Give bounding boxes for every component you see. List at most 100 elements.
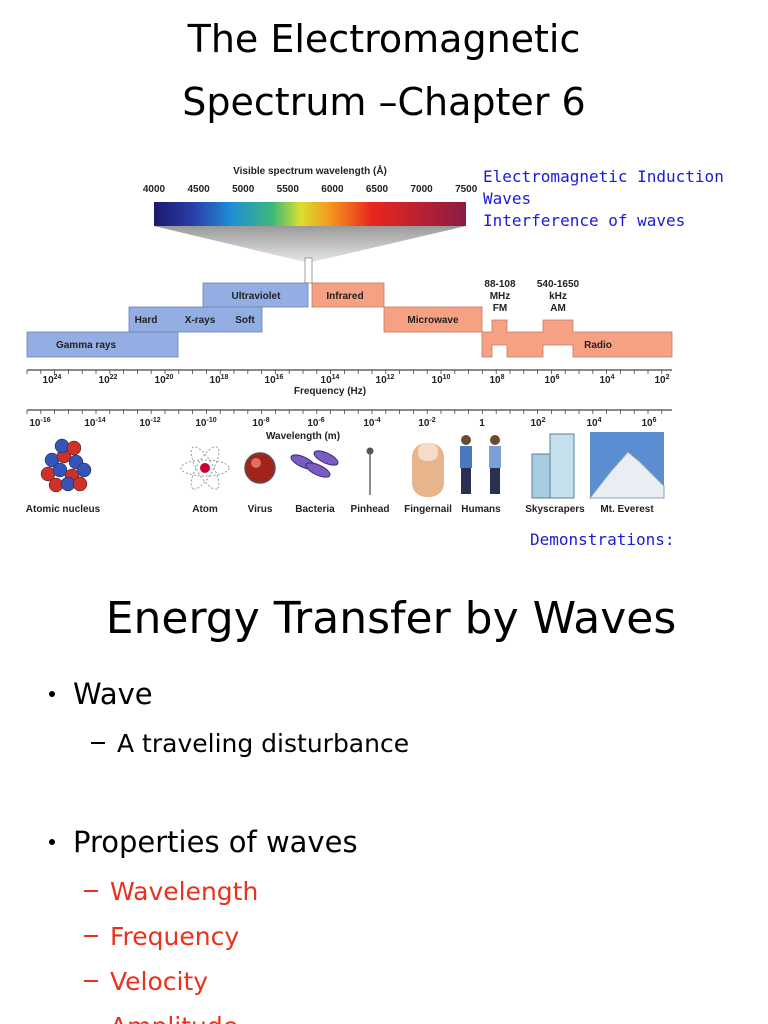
band-label: Gamma rays — [56, 340, 116, 351]
wavelength-tick-label-base: 10 — [363, 418, 375, 429]
frequency-tick-label: 1010 — [432, 374, 451, 386]
frequency-tick-label: 102 — [654, 374, 669, 386]
icon-part — [244, 452, 276, 484]
frequency-tick-label-base: 10 — [99, 375, 111, 386]
demonstrations-link[interactable]: Demonstrations: — [530, 530, 675, 549]
frequency-tick-label-exp: 2 — [666, 374, 670, 381]
icon-part — [72, 476, 88, 492]
frequency-tick-label: 1022 — [99, 374, 118, 386]
fm-label: FM — [493, 303, 507, 314]
bullet — [49, 691, 55, 697]
icon-part — [461, 468, 471, 494]
icon-part — [531, 453, 553, 499]
wavelength-tick-label-exp: 4 — [598, 417, 602, 424]
frequency-tick-label-base: 10 — [43, 375, 55, 386]
icon-part — [461, 435, 471, 445]
icon-part — [418, 443, 438, 461]
sub-bullet-text: Wavelength — [110, 877, 258, 906]
wavelength-tick-label: 10-8 — [252, 417, 269, 429]
frequency-tick-label-base: 10 — [489, 375, 501, 386]
visible-tick-label: 7000 — [410, 184, 433, 195]
spectrum-band — [128, 306, 263, 333]
bullet-text: Wave — [73, 677, 153, 711]
visible-tick-label: 5000 — [232, 184, 255, 195]
wavelength-tick-label: 10-6 — [307, 417, 324, 429]
icon-part — [190, 446, 220, 490]
radio-band — [481, 319, 673, 358]
wavelength-tick-label-base: 10 — [139, 418, 151, 429]
title-line: Spectrum –Chapter 6 — [182, 80, 585, 124]
wavelength-tick-label: 10-12 — [139, 417, 160, 429]
wavelength-tick-label: 106 — [641, 417, 656, 429]
frequency-tick-label-base: 10 — [155, 375, 167, 386]
wavelength-tick-label-exp: -8 — [263, 417, 269, 424]
visible-tick-label: 6500 — [366, 184, 389, 195]
frequency-tick-label: 1018 — [210, 374, 229, 386]
wavelength-tick-label-base: 10 — [641, 418, 653, 429]
wavelength-tick-label: 1 — [479, 418, 485, 429]
am-label: 540-1650 — [537, 279, 580, 290]
frequency-tick-label-exp: 4 — [611, 374, 615, 381]
topic-link[interactable]: Interference of waves — [483, 211, 685, 230]
sub-bullet-text: Frequency — [110, 922, 239, 951]
icon-part — [305, 462, 331, 478]
frequency-tick-label-exp: 22 — [110, 374, 118, 381]
frequency-tick-label: 1012 — [376, 374, 395, 386]
frequency-tick-label: 1020 — [155, 374, 174, 386]
frequency-tick-label: 108 — [489, 374, 504, 386]
icon-part — [200, 463, 210, 473]
band-label: Infrared — [326, 291, 363, 302]
icon-part — [490, 468, 500, 494]
visible-tick-label: 4500 — [187, 184, 210, 195]
frequency-tick-label-exp: 14 — [332, 374, 340, 381]
wavelength-tick-label-exp: -12 — [151, 417, 161, 424]
topic-link[interactable]: Waves — [483, 189, 531, 208]
topic-link[interactable]: Electromagnetic Induction — [483, 167, 724, 186]
visible-tick-label: 4000 — [143, 184, 166, 195]
wavelength-tick-label-exp: -2 — [429, 417, 435, 424]
frequency-tick-label-exp: 12 — [387, 374, 395, 381]
wavelength-tick-label-exp: -10 — [207, 417, 217, 424]
frequency-tick-label-exp: 8 — [501, 374, 505, 381]
frequency-tick-label-base: 10 — [321, 375, 333, 386]
sub-bullet-text: Amplitude — [110, 1012, 238, 1024]
wavelength-tick-label: 104 — [586, 417, 601, 429]
frequency-tick-label-exp: 10 — [443, 374, 451, 381]
icon-part — [460, 446, 472, 468]
icon-part — [490, 435, 500, 445]
object-label: Atom — [192, 504, 218, 515]
object-label: Humans — [461, 504, 501, 515]
icon-part — [190, 446, 220, 490]
wavelength-tick-label-exp: -16 — [41, 417, 51, 424]
band-label: Ultraviolet — [232, 291, 282, 302]
icon-part — [251, 458, 261, 468]
icon-part — [54, 438, 70, 454]
object-label: Fingernail — [404, 504, 452, 515]
wavelength-tick-label: 10-16 — [29, 417, 50, 429]
wavelength-tick-label-base: 10 — [252, 418, 264, 429]
fm-label: MHz — [490, 291, 511, 302]
wavelength-tick-label-exp: 6 — [653, 417, 657, 424]
band-label: Hard — [135, 315, 158, 326]
icon-part — [66, 440, 82, 456]
wavelength-tick-label-base: 10 — [84, 418, 96, 429]
visible-tick-label: 7500 — [455, 184, 478, 195]
frequency-tick-label-base: 10 — [265, 375, 277, 386]
spectrum-band — [383, 306, 483, 333]
bullet-text: Properties of waves — [73, 825, 358, 859]
visible-title: Visible spectrum wavelength (Å) — [233, 164, 387, 177]
object-label: Atomic nucleus — [26, 504, 101, 515]
sub-bullet-text: Velocity — [110, 967, 208, 996]
frequency-tick-label: 1024 — [43, 374, 62, 386]
wavelength-tick-label: 10-4 — [363, 417, 380, 429]
band-label: Microwave — [407, 315, 459, 326]
wavelength-tick-label-base: 1 — [479, 418, 485, 429]
band-label: X-rays — [185, 315, 216, 326]
frequency-tick-label: 1014 — [321, 374, 340, 386]
frequency-tick-label-base: 10 — [544, 375, 556, 386]
wavelength-tick-label-exp: -6 — [318, 417, 324, 424]
bullet — [49, 839, 55, 845]
frequency-tick-label: 106 — [544, 374, 559, 386]
